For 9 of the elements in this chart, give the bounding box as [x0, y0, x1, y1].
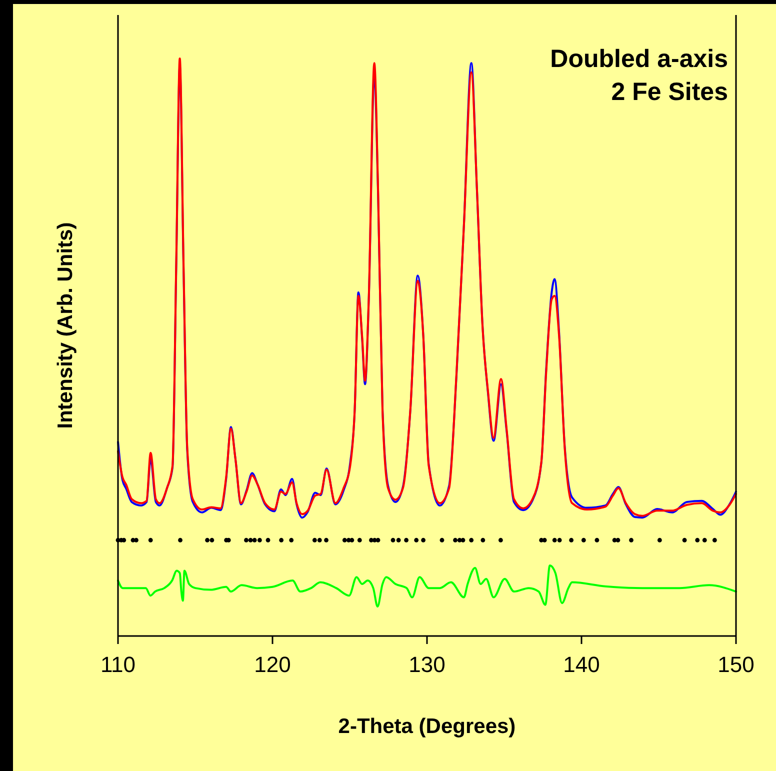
annotation: 2 Fe Sites	[611, 78, 728, 106]
x-tick-label: 140	[563, 652, 600, 677]
x-axis-title: 2-Theta (Degrees)	[338, 715, 516, 738]
annotation: Doubled a-axis	[550, 45, 728, 73]
x-tick-label: 120	[254, 652, 291, 677]
y-axis-title: Intensity (Arb. Units)	[54, 222, 77, 429]
x-tick-label: 130	[408, 652, 446, 677]
x-tick-label: 110	[100, 652, 136, 677]
x-tick-label: 150	[718, 652, 754, 677]
